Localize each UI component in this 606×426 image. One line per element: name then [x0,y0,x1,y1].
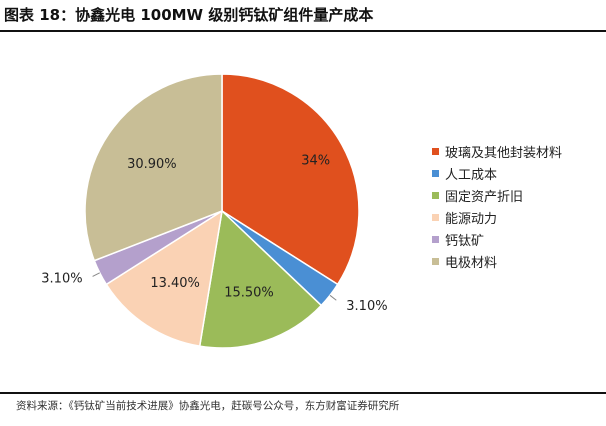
legend-item: 钙钛矿 [432,228,562,250]
pie-slice [221,73,360,286]
source-note: 资料来源：《钙钛矿当前技术进展》协鑫光电，赶碳号公众号，东方财富证券研究所 [16,400,400,412]
data-label: 3.10% [346,299,387,314]
legend-item: 电极材料 [432,250,562,272]
data-label: 15.50% [224,286,274,301]
legend-label: 玻璃及其他封装材料 [445,145,563,161]
legend-item: 玻璃及其他封装材料 [432,140,562,162]
pie-slice [105,209,224,348]
data-label: 30.90% [127,157,177,172]
pie-slice [198,209,323,349]
footer-divider [0,392,606,394]
legend-swatch [432,235,439,243]
chart-title: 图表 18：协鑫光电 100MW 级别钙钛矿组件量产成本 [4,6,374,24]
legend-label: 能源动力 [445,211,498,227]
legend-swatch [432,169,439,177]
legend-label: 钙钛矿 [445,233,485,249]
legend-item: 固定资产折旧 [432,184,562,206]
legend-swatch [432,191,439,199]
legend-swatch [432,147,439,155]
legend: 玻璃及其他封装材料 人工成本 固定资产折旧 能源动力 钙钛矿 电极材料 [432,140,562,272]
legend-label: 电极材料 [445,255,498,271]
leader-line [92,272,100,277]
data-label: 3.10% [41,271,82,286]
legend-swatch [432,213,439,221]
pie-slice [84,73,223,262]
legend-item: 能源动力 [432,206,562,228]
leader-line [329,294,337,301]
data-label: 34% [301,154,330,169]
legend-item: 人工成本 [432,162,562,184]
legend-label: 固定资产折旧 [445,189,524,205]
title-divider [0,30,606,32]
data-label: 13.40% [150,276,200,291]
pie-chart: 34% 3.10% 15.50% 13.40% 3.10% 30.90% [41,73,388,349]
legend-swatch [432,257,439,265]
legend-label: 人工成本 [445,167,498,183]
